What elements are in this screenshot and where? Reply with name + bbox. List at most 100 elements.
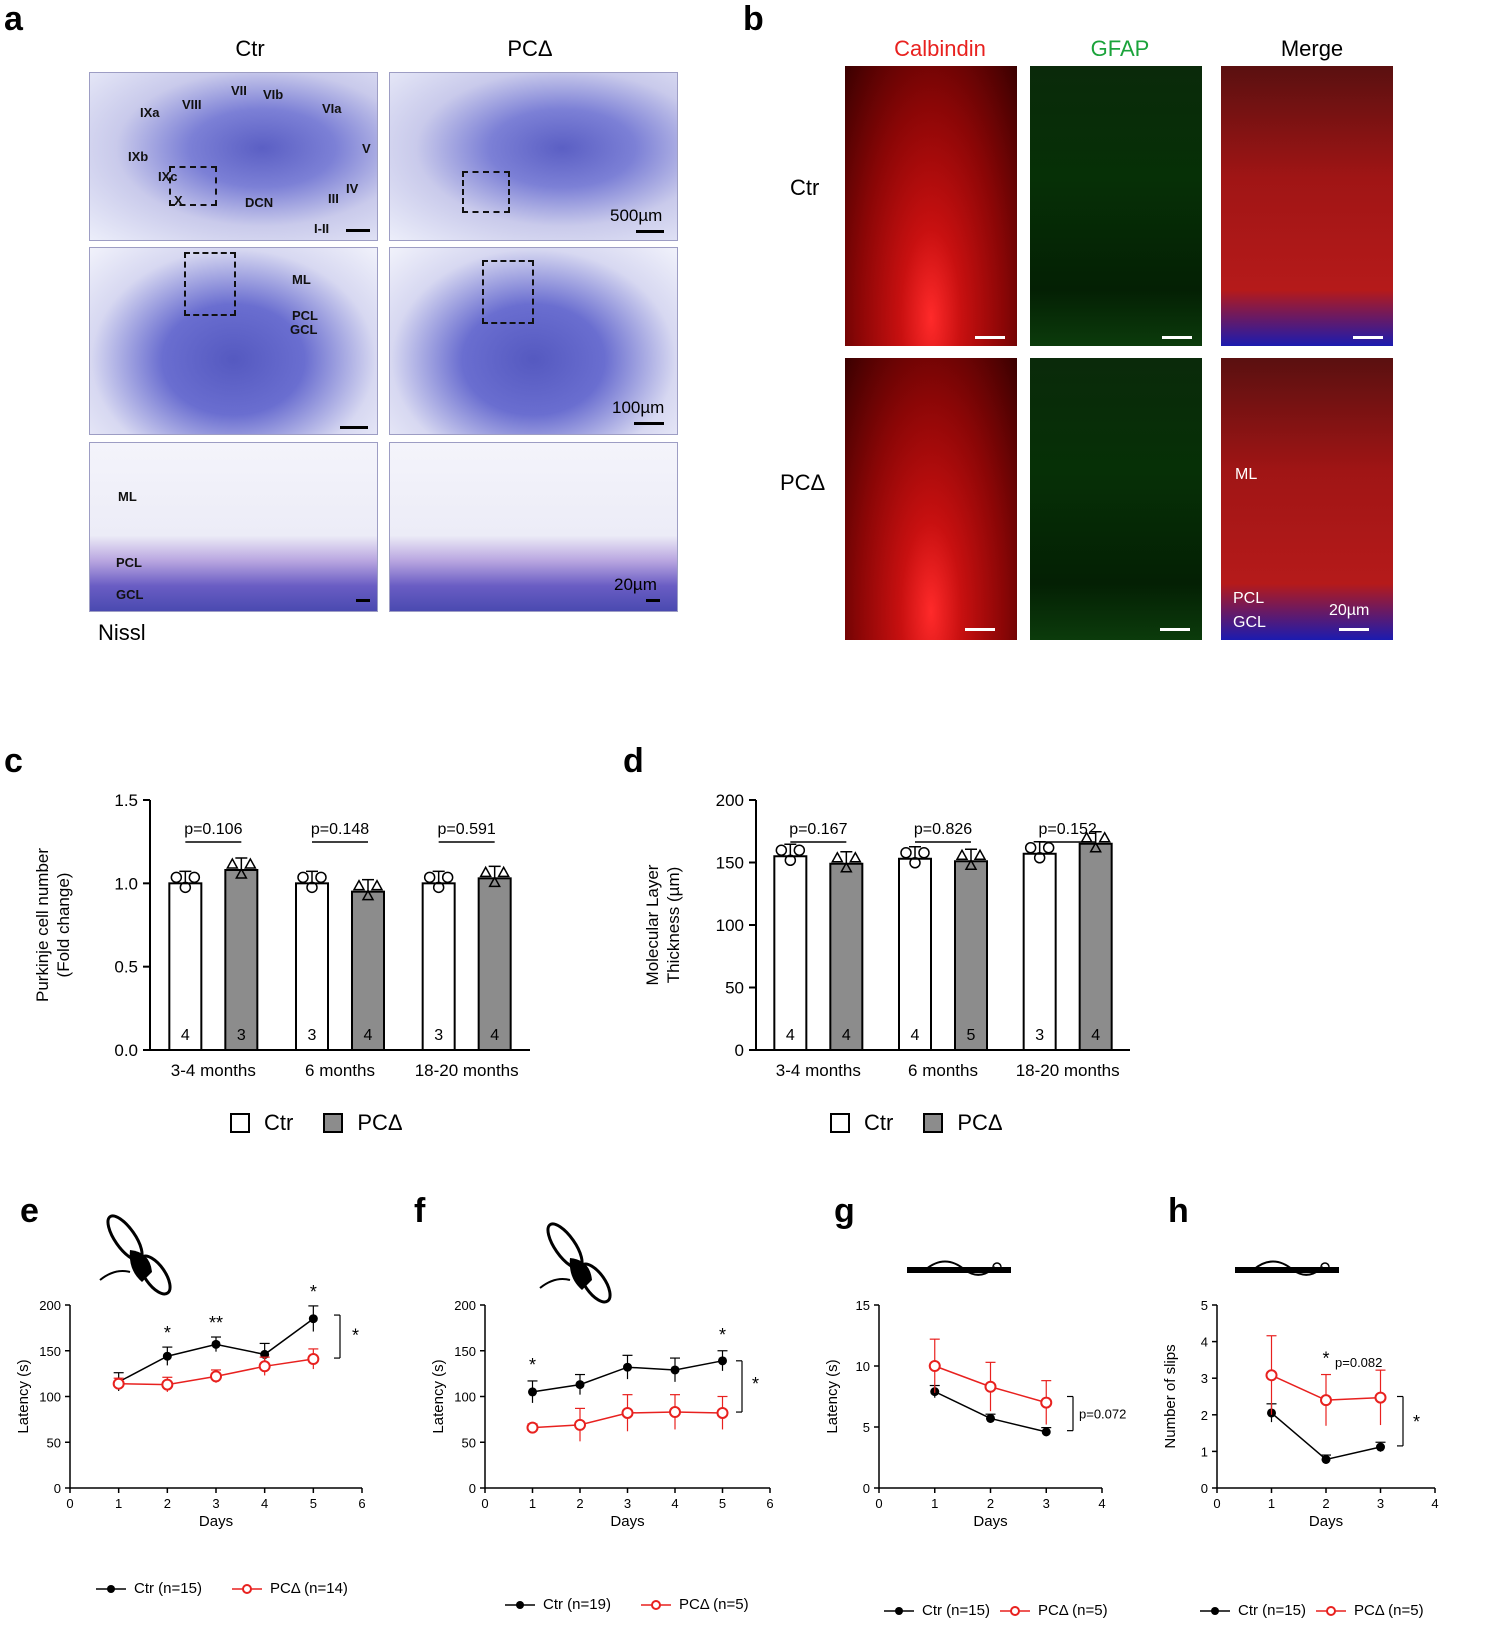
legend-swatch-pc bbox=[923, 1113, 944, 1133]
row-title-pc: PCΔ bbox=[780, 470, 826, 495]
y-axis-label-line: Thickness (µm) bbox=[664, 867, 683, 984]
legend-label-ctr: Ctr bbox=[264, 1110, 294, 1135]
data-point bbox=[361, 889, 375, 901]
significance-label: * bbox=[1413, 1412, 1420, 1432]
lobule-label: I-II bbox=[314, 221, 330, 236]
nissl-overview-pc: 500µm bbox=[389, 72, 678, 241]
rotarod-fixed-icon bbox=[539, 1222, 612, 1304]
data-point bbox=[188, 871, 201, 884]
pc-data-point bbox=[112, 1377, 125, 1390]
scale-bar bbox=[975, 336, 1005, 339]
lobule-label: VIII bbox=[182, 97, 202, 112]
data-point bbox=[423, 871, 436, 884]
significance-label: * bbox=[1322, 1349, 1329, 1369]
scale-bar bbox=[965, 628, 995, 631]
data-point bbox=[179, 881, 192, 894]
ctr-data-point bbox=[1321, 1454, 1331, 1464]
panel-label-a: a bbox=[4, 0, 23, 38]
scale-bar bbox=[340, 426, 368, 429]
significance-label: * bbox=[310, 1285, 317, 1302]
legend-line-pc bbox=[1315, 1605, 1346, 1616]
pc-data-point bbox=[307, 1352, 320, 1365]
bar bbox=[477, 877, 512, 1052]
y-axis-label: Latency (s) bbox=[15, 1359, 32, 1433]
rotarod-accel-icon bbox=[99, 1214, 172, 1296]
scale-text: 20µm bbox=[1329, 602, 1370, 619]
data-point bbox=[900, 847, 912, 859]
bar bbox=[954, 860, 988, 1051]
data-point bbox=[479, 865, 492, 878]
y-axis-label-line: (Fold change) bbox=[54, 873, 73, 978]
chart-f: 0 50 100 150 200 0 1 2 3 4 5 6 Days Latency (s) * * * bbox=[430, 1298, 774, 1530]
scale-bar bbox=[1160, 628, 1190, 631]
pc-data-point bbox=[210, 1370, 222, 1383]
col-title-gfap: GFAP bbox=[1090, 36, 1150, 61]
x-tick-label: 5 bbox=[310, 1496, 317, 1511]
pc-data-point bbox=[716, 1406, 729, 1419]
data-point bbox=[1089, 841, 1102, 853]
col-title-merge: Merge bbox=[1280, 36, 1344, 61]
bar-n-label: 4 bbox=[181, 1027, 190, 1044]
legend-label-pc: PCΔ (n=5) bbox=[1353, 1602, 1424, 1619]
bar-n-label: 4 bbox=[911, 1027, 920, 1044]
bar bbox=[898, 857, 932, 1051]
x-tick-label: 3 bbox=[212, 1496, 219, 1511]
scale-bar bbox=[646, 599, 660, 602]
ctr-data-point bbox=[211, 1339, 221, 1349]
data-point bbox=[226, 857, 239, 869]
col-title-ctr: Ctr bbox=[235, 36, 265, 61]
x-axis-label: Days bbox=[199, 1513, 233, 1530]
y-tick-label: 200 bbox=[716, 791, 744, 810]
col-title-calbindin: Calbindin bbox=[894, 36, 986, 61]
legend-line-ctr bbox=[884, 1606, 914, 1615]
y-tick-label: 0.0 bbox=[114, 1041, 138, 1060]
panel-label-e: e bbox=[20, 1192, 39, 1230]
panel-label-b: b bbox=[743, 0, 764, 38]
lobule-label: IV bbox=[346, 181, 359, 196]
y-tick-label: 15 bbox=[856, 1298, 870, 1313]
y-tick-label: 0 bbox=[1201, 1481, 1208, 1496]
data-point bbox=[784, 854, 797, 866]
data-point bbox=[441, 871, 454, 884]
x-tick-label: 6 bbox=[358, 1496, 365, 1511]
x-tick-label: 1 bbox=[1268, 1496, 1275, 1511]
legend-label-pc: PCΔ (n=5) bbox=[678, 1596, 749, 1613]
y-axis-label: Purkinje cell number (Fold change) bbox=[33, 848, 73, 1002]
x-tick-label: 5 bbox=[719, 1496, 726, 1511]
bar bbox=[829, 862, 864, 1051]
pc-data-point bbox=[526, 1421, 539, 1434]
data-point bbox=[497, 865, 510, 878]
gfap-ctr-image bbox=[1030, 66, 1202, 346]
zoom-box bbox=[482, 260, 534, 324]
data-point bbox=[793, 844, 806, 856]
chart-g: 0 5 10 15 0 1 2 3 4 Days Latency (s) p=0.072 bbox=[824, 1298, 1126, 1530]
y-axis-label: Latency (s) bbox=[824, 1359, 841, 1433]
data-point bbox=[488, 875, 501, 888]
bar-n-label: 4 bbox=[786, 1027, 795, 1044]
nissl-overview-ctr: IXa VIII VII VIb VIa V IXb IXc X DCN IV … bbox=[89, 72, 378, 241]
p-value-label: p=0.826 bbox=[914, 821, 972, 838]
bar-n-label: 3 bbox=[308, 1027, 317, 1044]
pc-data-point bbox=[1374, 1391, 1387, 1404]
bar bbox=[1022, 852, 1057, 1051]
data-point bbox=[849, 851, 862, 863]
lobule-label: IXa bbox=[140, 105, 160, 120]
data-point bbox=[297, 871, 309, 884]
legend-line-ctr bbox=[505, 1600, 535, 1609]
data-point bbox=[973, 848, 987, 860]
significance-label: * bbox=[719, 1325, 726, 1345]
lobule-label: V bbox=[362, 141, 371, 156]
y-tick-label: 1 bbox=[1201, 1444, 1208, 1459]
data-point bbox=[831, 851, 844, 863]
ctr-data-point bbox=[1376, 1442, 1385, 1452]
nissl-cells-pc: 20µm bbox=[389, 442, 678, 612]
legend-line-pc bbox=[999, 1605, 1030, 1616]
legend-c: Ctr PCΔ bbox=[230, 1110, 403, 1136]
pc-data-point bbox=[669, 1406, 681, 1419]
x-axis-label: Days bbox=[610, 1513, 644, 1530]
legend-label-pc: PCΔ (n=5) bbox=[1037, 1602, 1108, 1619]
bar bbox=[421, 882, 456, 1052]
legend-swatch-pc bbox=[323, 1113, 344, 1133]
bar-n-label: 4 bbox=[364, 1027, 373, 1044]
